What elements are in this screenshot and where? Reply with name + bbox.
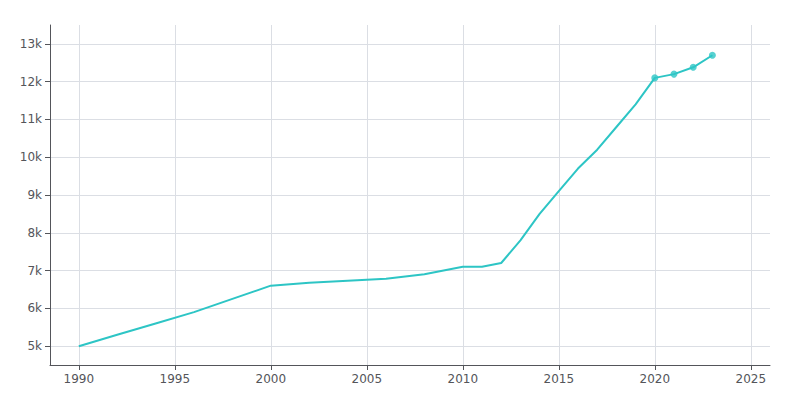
svg-text:8k: 8k <box>27 226 42 240</box>
svg-text:7k: 7k <box>27 264 42 278</box>
svg-text:2000: 2000 <box>256 372 287 386</box>
svg-text:2005: 2005 <box>352 372 383 386</box>
svg-text:2020: 2020 <box>640 372 671 386</box>
svg-text:1995: 1995 <box>160 372 191 386</box>
svg-text:2025: 2025 <box>736 372 767 386</box>
svg-text:13k: 13k <box>20 37 42 51</box>
svg-text:2010: 2010 <box>448 372 479 386</box>
svg-text:2015: 2015 <box>544 372 575 386</box>
svg-text:1990: 1990 <box>64 372 95 386</box>
svg-text:12k: 12k <box>20 75 42 89</box>
svg-text:10k: 10k <box>20 150 42 164</box>
svg-text:6k: 6k <box>27 301 42 315</box>
svg-text:5k: 5k <box>27 339 42 353</box>
svg-text:11k: 11k <box>20 112 42 126</box>
svg-text:9k: 9k <box>27 188 42 202</box>
